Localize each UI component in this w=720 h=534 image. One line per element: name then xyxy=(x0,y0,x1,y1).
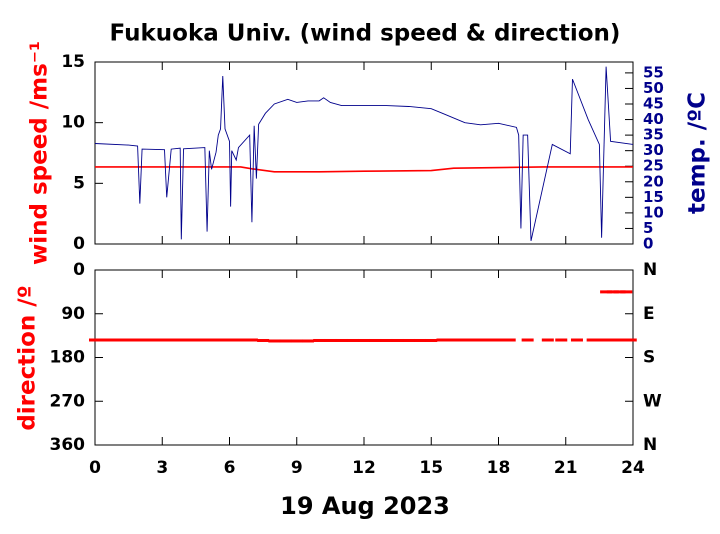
direction-point xyxy=(425,338,438,342)
y2-tick-label: 55 xyxy=(643,63,664,81)
direction-point xyxy=(391,338,404,342)
x-axis-label: 19 Aug 2023 xyxy=(280,492,450,520)
y-tick-label: 0 xyxy=(73,234,85,254)
direction-point xyxy=(604,338,617,342)
direction-point xyxy=(335,338,348,342)
direction-point xyxy=(301,339,314,343)
y-tick-label: 10 xyxy=(61,113,85,133)
direction-point xyxy=(257,338,270,342)
direction-point xyxy=(436,338,449,342)
direction-point xyxy=(290,339,303,343)
y-tick-label: 5 xyxy=(73,173,85,193)
direction-point xyxy=(133,338,146,342)
y2-tick-label: 45 xyxy=(643,95,664,113)
y2-tick-label: S xyxy=(643,348,655,368)
direction-point xyxy=(212,338,225,342)
direction-point xyxy=(620,290,633,294)
direction-point xyxy=(145,338,158,342)
direction-point xyxy=(369,338,382,342)
direction-point xyxy=(201,338,214,342)
direction-point xyxy=(555,338,568,342)
direction-point xyxy=(613,290,626,294)
direction-point xyxy=(492,338,505,342)
x-tick-label: 3 xyxy=(156,458,168,478)
direction-point xyxy=(402,338,415,342)
y-tick-label: 0 xyxy=(73,260,85,280)
direction-point xyxy=(458,338,471,342)
y2-tick-label: 0 xyxy=(643,235,653,253)
direction-point xyxy=(313,338,326,342)
y2-tick-label: N xyxy=(643,260,657,280)
x-tick-label: 18 xyxy=(487,458,511,478)
y2-tick-label: 10 xyxy=(643,203,664,221)
y2-tick-label: E xyxy=(643,304,655,324)
y2-tick-label: N xyxy=(643,435,657,455)
direction-point xyxy=(503,338,516,342)
x-tick-label: 6 xyxy=(224,458,236,478)
direction-point xyxy=(89,338,101,342)
y-axis-label: wind speed /ms⁻¹ xyxy=(27,41,53,265)
direction-point xyxy=(279,339,292,343)
direction-point xyxy=(470,338,483,342)
direction-point xyxy=(268,339,281,343)
direction-point xyxy=(122,338,135,342)
direction-point xyxy=(167,338,180,342)
y2-tick-label: 15 xyxy=(643,188,664,206)
direction-point xyxy=(223,338,236,342)
y-tick-label: 90 xyxy=(61,304,85,324)
y2-tick-label: 40 xyxy=(643,110,664,128)
direction-point xyxy=(111,338,124,342)
x-tick-label: 15 xyxy=(419,458,443,478)
direction-point xyxy=(481,338,494,342)
direction-point xyxy=(447,338,460,342)
direction-point xyxy=(597,338,610,342)
plot-frame xyxy=(94,61,634,245)
y2-tick-label: 5 xyxy=(643,219,653,237)
direction-point xyxy=(521,338,534,342)
direction-point xyxy=(618,338,631,342)
direction-point xyxy=(606,290,619,294)
y2-tick-label: 35 xyxy=(643,126,664,144)
series-line xyxy=(95,166,633,173)
y-tick-label: 360 xyxy=(50,435,86,455)
y2-axis-label: temp. /ºC xyxy=(685,92,711,214)
direction-point xyxy=(624,338,637,342)
y2-tick-label: W xyxy=(643,391,662,411)
direction-point xyxy=(346,338,359,342)
direction-point xyxy=(324,338,337,342)
direction-point xyxy=(178,338,191,342)
x-tick-label: 24 xyxy=(621,458,645,478)
x-tick-label: 21 xyxy=(554,458,578,478)
direction-point xyxy=(380,338,393,342)
x-tick-label: 9 xyxy=(291,458,303,478)
x-tick-label: 12 xyxy=(352,458,376,478)
y-axis-label: direction /º xyxy=(15,285,41,430)
y-tick-label: 15 xyxy=(61,52,85,72)
y2-tick-label: 50 xyxy=(643,79,664,97)
y2-tick-label: 30 xyxy=(643,141,664,159)
direction-point xyxy=(570,338,583,342)
direction-point xyxy=(156,338,169,342)
direction-point xyxy=(100,338,113,342)
direction-point xyxy=(541,338,554,342)
x-tick-label: 0 xyxy=(89,458,101,478)
direction-point xyxy=(414,338,427,342)
series-line xyxy=(94,66,634,241)
direction-point xyxy=(245,338,258,342)
y2-tick-label: 25 xyxy=(643,157,664,175)
y2-tick-label: 20 xyxy=(643,172,664,190)
direction-point xyxy=(189,338,202,342)
chart-title: Fukuoka Univ. (wind speed & direction) xyxy=(110,21,621,47)
direction-point xyxy=(611,338,624,342)
y-tick-label: 180 xyxy=(50,348,86,368)
y-tick-label: 270 xyxy=(50,391,86,411)
plot-frame xyxy=(94,269,634,446)
direction-point xyxy=(358,338,370,342)
direction-point xyxy=(234,338,247,342)
direction-point xyxy=(600,290,613,294)
direction-point xyxy=(586,338,599,342)
